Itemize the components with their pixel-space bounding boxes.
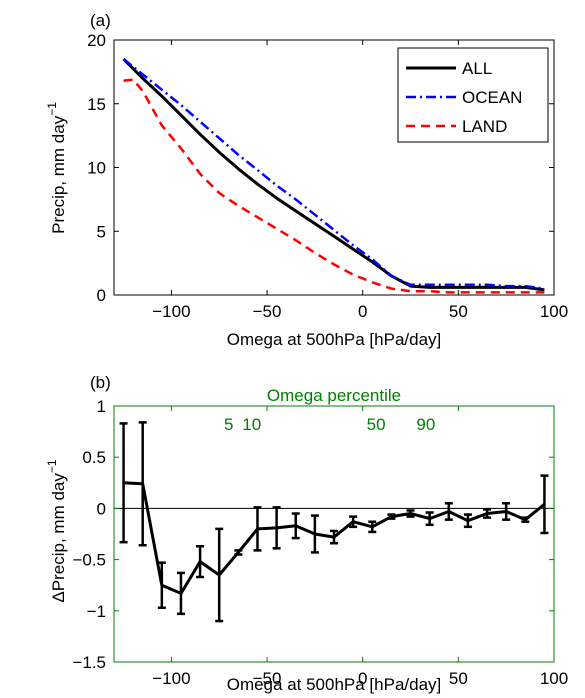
percentile-tick-label: 90 xyxy=(416,415,435,434)
x-tick-label: 0 xyxy=(358,669,367,688)
panel-a-series xyxy=(122,58,545,294)
y-tick-label: 0 xyxy=(97,286,106,305)
x-tick-label: −50 xyxy=(253,302,282,321)
percentile-tick-label: 50 xyxy=(367,415,386,434)
y-tick-label: 20 xyxy=(87,31,106,50)
series-line-all xyxy=(122,58,545,292)
x-tick-label: 100 xyxy=(540,669,568,688)
series-line-land xyxy=(123,78,545,294)
x-tick-label: 50 xyxy=(449,302,468,321)
y-tick-label: −1 xyxy=(87,602,106,621)
panel-b-ticks: −100 −50 0 50 100 −1.5 −1 −0.5 0 0.5 1 xyxy=(72,397,568,688)
x-tick-label: 100 xyxy=(540,302,568,321)
panel-b-ylabel: ΔPrecip, mm day−1 xyxy=(45,459,68,602)
y-tick-label: −1.5 xyxy=(72,653,106,672)
series-line-ocean xyxy=(122,58,545,290)
panel-b-xlabel: Omega at 500hPa [hPa/day] xyxy=(227,675,442,694)
x-tick-label: −50 xyxy=(253,669,282,688)
x-tick-label: −100 xyxy=(152,302,190,321)
panel-a-ylabel: Precip, mm day−1 xyxy=(45,102,68,234)
panel-b-top-axis-label: Omega percentile xyxy=(267,386,401,405)
percentile-tick-label: 10 xyxy=(242,415,261,434)
legend-label-land: LAND xyxy=(462,117,507,136)
panel-b-percentile-ticks: 5 10 50 90 xyxy=(224,415,435,434)
y-tick-label: 1 xyxy=(97,397,106,416)
panel-b-label: (b) xyxy=(90,373,111,392)
y-tick-label: 10 xyxy=(87,159,106,178)
y-tick-label: 15 xyxy=(87,95,106,114)
panel-a-xlabel: Omega at 500hPa [hPa/day] xyxy=(227,330,442,349)
panel-a-ticks: −100 −50 0 50 100 0 5 10 15 20 xyxy=(87,31,568,321)
x-tick-label: −100 xyxy=(152,669,190,688)
panel-b: (b) −100 −50 0 50 100 −1.5 −1 −0.5 0 0.5 1 Omega p… xyxy=(45,373,568,694)
legend-label-ocean: OCEAN xyxy=(462,88,522,107)
x-tick-label: 0 xyxy=(358,302,367,321)
x-tick-label: 50 xyxy=(449,669,468,688)
panel-a: (a) −100 −50 0 50 100 0 5 10 15 20 Omega at 500hP… xyxy=(45,11,568,349)
y-tick-label: 0 xyxy=(97,499,106,518)
y-tick-label: 5 xyxy=(97,222,106,241)
percentile-tick-label: 5 xyxy=(224,415,233,434)
y-tick-label: −0.5 xyxy=(72,551,106,570)
panel-b-axes-frame xyxy=(113,405,555,663)
panel-b-series xyxy=(119,421,549,623)
y-tick-label: 0.5 xyxy=(82,448,106,467)
legend-label-all: ALL xyxy=(462,59,492,78)
panel-a-label: (a) xyxy=(90,11,111,30)
delta-precip-line xyxy=(123,481,546,595)
panel-a-legend: ALL OCEAN LAND xyxy=(397,47,549,143)
